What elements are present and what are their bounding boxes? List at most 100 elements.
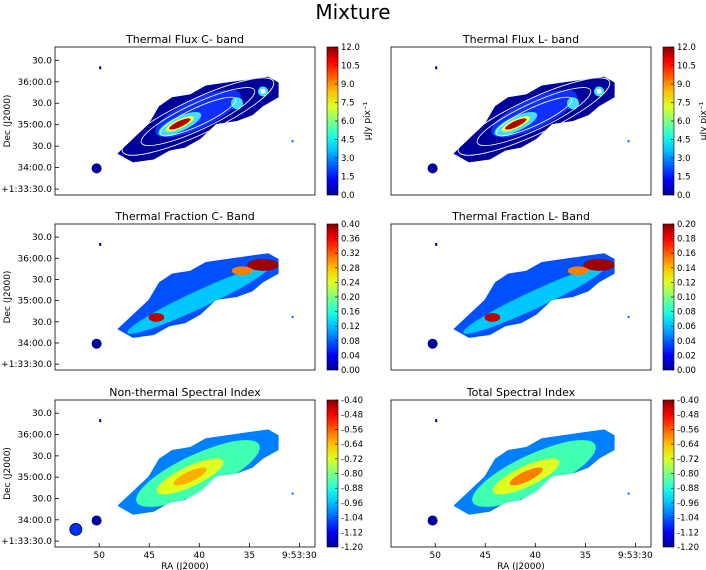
y-axis-label: Dec (J2000) <box>3 95 13 148</box>
colorbar-tick-label: -1.04 <box>677 514 699 524</box>
colorbar-tick-label: -0.64 <box>341 440 363 450</box>
flux-knot-core <box>596 88 602 94</box>
colorbar-tick-label: -0.48 <box>341 411 363 421</box>
colorbar-tick-label: 1.5 <box>341 173 355 183</box>
flux-knot <box>567 97 579 110</box>
colorbar-tick-label: -1.12 <box>677 528 699 538</box>
colorbar-tick-label: 9.0 <box>677 80 691 90</box>
emission-detail <box>127 259 279 334</box>
colorbar-tick-label: -0.40 <box>677 396 699 406</box>
y-tick-label: 30.0 <box>32 494 52 504</box>
colorbar-tick-label: -0.72 <box>341 455 363 465</box>
colorbar-tick-label: -0.88 <box>677 484 699 494</box>
colorbar-tick-label: 0.20 <box>677 220 696 230</box>
fraction-peak <box>484 313 501 322</box>
colorbar-tick-label: 0.00 <box>677 366 696 376</box>
y-tick-label: 30.0 <box>32 142 52 152</box>
fraction-peak <box>148 313 165 322</box>
panel-title: Thermal Flux L- band <box>462 33 579 46</box>
colorbar-tick-label: 4.5 <box>341 136 355 146</box>
colorbar-tick-label: 0.32 <box>341 249 360 259</box>
colorbar-tick-label: 0.24 <box>341 278 360 288</box>
point-source <box>427 163 438 174</box>
y-tick-label: 34:00.0 <box>17 164 52 174</box>
point-source <box>99 66 102 70</box>
point-source <box>627 315 630 318</box>
panel-title: Non-thermal Spectral Index <box>109 386 261 399</box>
x-tick-label: 50 <box>93 551 105 561</box>
x-tick-label: 50 <box>429 551 441 561</box>
y-tick-label: 30.0 <box>32 275 52 285</box>
x-tick-label: 9:53:30 <box>618 551 653 561</box>
point-source <box>91 163 102 174</box>
point-source <box>291 492 294 495</box>
colorbar-tick-label: 0.04 <box>677 337 696 347</box>
flux-knot <box>231 97 243 110</box>
x-tick-label: 40 <box>194 551 206 561</box>
y-tick-label: 30.0 <box>32 233 52 243</box>
colorbar-label: μJy pix⁻¹ <box>699 101 706 140</box>
x-tick-label: 35 <box>244 551 255 561</box>
y-tick-label: 36:00.0 <box>17 78 52 88</box>
figure-title: Mixture <box>315 0 391 24</box>
emission-detail <box>136 440 260 507</box>
colorbar-tick-label: 0.16 <box>677 249 696 259</box>
contour-line <box>159 96 237 137</box>
colorbar-tick-label: 0.20 <box>341 293 360 303</box>
contour-line <box>121 77 275 156</box>
contour-line <box>476 87 592 146</box>
colorbar-tick-label: 6.0 <box>677 117 691 127</box>
panel-title: Thermal Flux C- band <box>125 33 244 46</box>
panel-6: Total Spectral Index 50 45 40 35 9:53:30 RA (J… <box>390 386 699 570</box>
point-source <box>91 338 102 349</box>
colorbar-tick-label: 0.04 <box>341 351 360 361</box>
colorbar-tick-label: -1.04 <box>341 514 363 524</box>
colorbar-tick-label: -0.96 <box>677 499 699 509</box>
colorbar-tick-label: -0.80 <box>341 470 363 480</box>
emission-detail <box>457 77 611 156</box>
colorbar-label: μJy pix⁻¹ <box>363 101 373 140</box>
point-source <box>427 515 438 526</box>
point-source <box>99 419 102 423</box>
colorbar-tick-label: 0.14 <box>677 264 696 274</box>
beam-marker <box>69 522 83 536</box>
colorbar-tick-label: 0.08 <box>677 308 696 318</box>
point-source <box>435 419 438 423</box>
fraction-peak <box>231 266 253 276</box>
colorbar-tick-label: -1.12 <box>341 528 363 538</box>
y-tick-label: 34:00.0 <box>17 339 52 349</box>
contour-line <box>457 77 611 156</box>
point-source <box>291 315 294 318</box>
point-source <box>627 140 630 143</box>
colorbar-tick-label: 9.0 <box>341 80 355 90</box>
y-tick-label: 30.0 <box>32 99 52 109</box>
colorbar-tick-label: 12.0 <box>341 43 360 53</box>
y-axis-label: Dec (J2000) <box>3 271 13 324</box>
colorbar-tick-label: 0.40 <box>341 220 360 230</box>
panel-title: Thermal Fraction L- Band <box>451 210 590 223</box>
colorbar-tick-label: -0.88 <box>341 484 363 494</box>
fraction-peak <box>567 266 589 276</box>
panel-2: Thermal Flux L- band 12.0 10.5 9.0 7.5 6.0 4.5… <box>390 33 706 201</box>
x-tick-label: 45 <box>144 551 155 561</box>
emission-detail <box>472 440 596 507</box>
fraction-peak <box>247 259 279 271</box>
colorbar-tick-label: 0.12 <box>677 278 696 288</box>
point-source <box>99 242 102 246</box>
colorbar-tick-label: -1.20 <box>677 543 699 553</box>
x-tick-label: 40 <box>530 551 542 561</box>
colorbar-tick-label: -0.48 <box>677 411 699 421</box>
colorbar-tick-label: 0.10 <box>677 293 696 303</box>
colorbar-tick-label: 1.5 <box>677 173 691 183</box>
colorbar-tick-label: 7.5 <box>677 99 691 109</box>
colorbar-tick-label: 10.5 <box>677 62 696 72</box>
emission-detail <box>121 77 275 156</box>
colorbar-tick-label: 7.5 <box>341 99 355 109</box>
colorbar-tick-label: 10.5 <box>341 62 360 72</box>
y-tick-label: +1:33:30.0 <box>1 360 52 370</box>
colorbar-tick-label: -0.72 <box>677 455 699 465</box>
colorbar-tick-label: 0.02 <box>677 351 696 361</box>
colorbar-tick-label: 0.08 <box>341 337 360 347</box>
y-tick-label: +1:33:30.0 <box>1 185 52 195</box>
